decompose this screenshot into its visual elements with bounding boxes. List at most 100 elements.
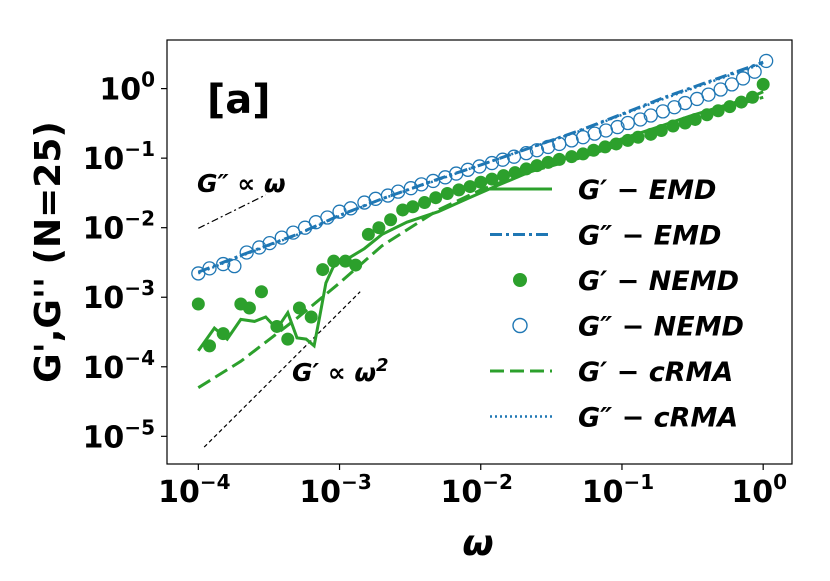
series-3-point-47 — [735, 71, 751, 86]
series-2-point-1 — [203, 339, 217, 353]
series-3-point-30 — [540, 139, 556, 155]
annotation-g1-prop-omega2: G′ ∝ ω2 — [292, 355, 389, 387]
x-tick-label-1: 10−3 — [299, 470, 371, 510]
series-2-point-11 — [327, 254, 341, 268]
x-tick-label-base-3: 10 — [582, 475, 624, 510]
legend-item-4: G′ − cRMA — [490, 357, 733, 388]
series-3-point-34 — [587, 126, 602, 141]
reference-lines — [198, 194, 361, 448]
y-tick-label-base-4: 10 — [83, 142, 125, 177]
legend-item-3: G″ − NEMD — [512, 312, 744, 343]
y-tick-label-exp-4: −1 — [124, 137, 155, 161]
legend-marker-3 — [512, 317, 528, 334]
y-tick-label-exp-5: 0 — [141, 68, 155, 92]
x-tick-label-3: 10−1 — [582, 470, 654, 510]
series-layer — [191, 53, 774, 389]
annotation-g2-prop-omega: G″ ∝ ω — [197, 169, 286, 198]
legend-label-0: G′ − EMD — [578, 175, 716, 206]
series-3-point-1 — [202, 261, 217, 276]
series-5 — [197, 62, 764, 275]
y-tick-label-0: 10−5 — [83, 415, 155, 455]
series-3-point-36 — [610, 119, 625, 135]
y-tick-label-base-3: 10 — [83, 212, 125, 247]
y-tick-label-base-5: 10 — [99, 73, 141, 108]
legend-marker-2 — [513, 273, 527, 287]
series-2-point-17 — [396, 203, 410, 217]
series-2-point-24 — [474, 175, 488, 189]
series-3-point-4 — [239, 245, 254, 260]
x-tick-label-base-1: 10 — [299, 475, 341, 510]
series-2-point-14 — [361, 227, 375, 241]
series-2-point-4 — [242, 301, 256, 315]
x-tick-label-exp-3: −1 — [623, 470, 654, 494]
legend-label-3: G″ − NEMD — [578, 312, 744, 343]
series-2-point-8 — [292, 301, 306, 315]
series-3-point-8 — [286, 225, 301, 240]
series-3-point-29 — [529, 143, 545, 158]
series-3-point-25 — [484, 155, 500, 171]
series-2-point-21 — [440, 187, 454, 201]
y-tick-label-1: 10−4 — [83, 346, 155, 386]
series-3-point-38 — [633, 112, 648, 127]
y-tick-label-base-2: 10 — [83, 281, 125, 316]
series-3-point-18 — [403, 181, 419, 196]
plot-area — [166, 39, 793, 465]
series-2-point-19 — [418, 196, 432, 210]
annotation-g1-prop-sup: 2 — [376, 355, 389, 376]
x-tick-label-base-2: 10 — [441, 475, 483, 510]
legend: G′ − EMD G″ − EMD G′ − NEMD G″ − NEMD G′ − c… — [490, 175, 744, 434]
series-3-point-44 — [701, 87, 716, 102]
legend-label-2: G′ − NEMD — [578, 266, 739, 297]
series-3-point-6 — [262, 235, 277, 251]
x-tick-label-base-4: 10 — [731, 475, 773, 510]
series-2-point-15 — [372, 221, 386, 235]
series-2-point-2 — [216, 327, 230, 341]
legend-item-2: G′ − NEMD — [513, 266, 739, 297]
y-tick-label-exp-2: −3 — [124, 276, 155, 300]
series-3-point-28 — [519, 146, 534, 161]
series-2-point-20 — [429, 191, 443, 205]
legend-item-0: G′ − EMD — [490, 175, 716, 206]
y-tick-label-exp-1: −4 — [124, 346, 155, 370]
y-axis-label: G',G'' (N=25) — [28, 121, 69, 383]
x-tick-label-4: 100 — [731, 470, 787, 510]
series-2-point-0 — [191, 297, 205, 311]
series-2-point-22 — [452, 183, 466, 197]
x-tick-label-0: 10−4 — [158, 470, 230, 510]
series-3-point-32 — [564, 133, 579, 148]
y-tick-label-5: 100 — [99, 68, 155, 108]
series-3 — [191, 53, 774, 281]
x-tick-label-exp-2: −2 — [482, 470, 513, 494]
x-axis-label: ω — [462, 523, 493, 564]
series-2-point-23 — [463, 180, 477, 194]
x-axis-ticks: 10−4 10−3 10−2 10−1 100 — [158, 464, 787, 510]
series-2-point-10 — [316, 263, 330, 277]
reference-line-0 — [198, 194, 266, 229]
y-tick-label-4: 10−1 — [83, 137, 155, 177]
series-3-point-5 — [252, 240, 267, 255]
series-3-point-48 — [747, 64, 762, 79]
x-tick-label-exp-1: −3 — [341, 470, 372, 494]
legend-label-4: G′ − cRMA — [578, 357, 733, 388]
series-2-point-26 — [497, 169, 511, 183]
series-4 — [197, 95, 764, 389]
series-2-point-18 — [406, 200, 420, 214]
series-2-point-45 — [711, 104, 725, 118]
y-tick-label-base-0: 10 — [83, 420, 125, 455]
legend-label-5: G″ − cRMA — [578, 403, 738, 434]
series-1 — [197, 60, 764, 274]
series-3-point-26 — [495, 152, 510, 167]
x-tick-label-exp-0: −4 — [200, 470, 231, 494]
series-3-point-12 — [332, 204, 347, 219]
legend-label-1: G″ − EMD — [578, 221, 721, 252]
series-2-point-7 — [281, 332, 295, 346]
series-2-point-13 — [349, 258, 363, 272]
series-3-point-49 — [759, 53, 774, 69]
series-3-point-3 — [227, 258, 242, 274]
y-tick-label-3: 10−2 — [83, 207, 155, 247]
x-tick-label-2: 10−2 — [441, 470, 513, 510]
series-2-point-12 — [338, 254, 352, 268]
y-tick-label-exp-0: −5 — [124, 415, 155, 439]
